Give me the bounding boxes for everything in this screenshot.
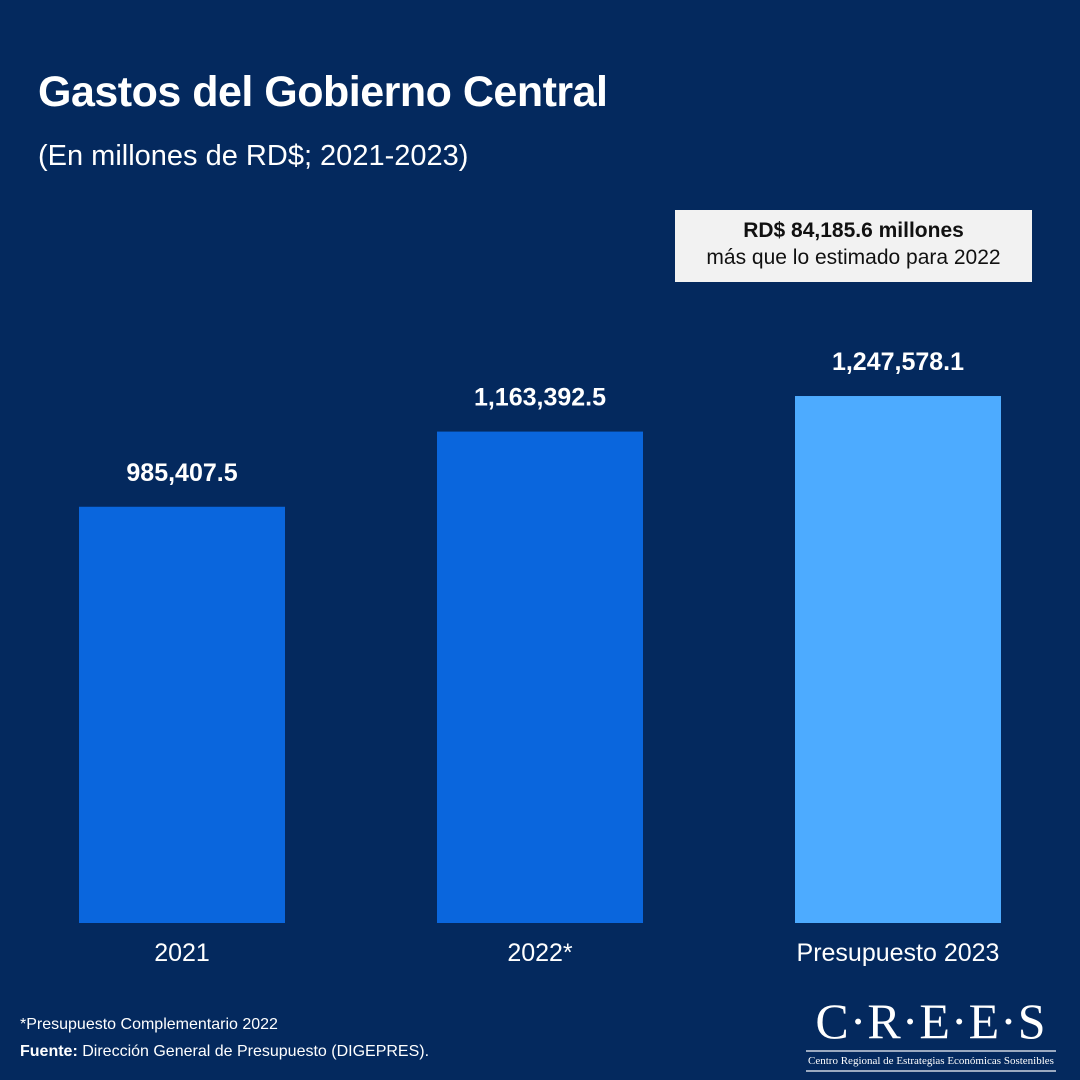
crees-logo: C·R·E·E·S Centro Regional de Estrategias… — [806, 994, 1056, 1072]
annotation-line2: más que lo estimado para 2022 — [706, 246, 1001, 269]
category-label: Presupuesto 2023 — [797, 939, 1000, 967]
data-label: 985,407.5 — [126, 459, 237, 487]
chart-title: Gastos del Gobierno Central — [38, 68, 608, 116]
data-label: 1,163,392.5 — [474, 384, 606, 412]
footnote: *Presupuesto Complementario 2022 — [20, 1016, 278, 1033]
annotation-box: RD$ 84,185.6 millones más que lo estimad… — [675, 210, 1032, 282]
category-label: 2021 — [154, 939, 210, 967]
annotation-line1: RD$ 84,185.6 millones — [743, 219, 964, 242]
logo-tagline: Centro Regional de Estrategias Económica… — [806, 1050, 1056, 1072]
bar-0 — [79, 506, 285, 923]
logo-wordmark: C·R·E·E·S — [815, 993, 1047, 1049]
category-label: 2022* — [507, 939, 573, 967]
bar-2 — [795, 396, 1001, 923]
source-text: Dirección General de Presupuesto (DIGEPR… — [77, 1043, 430, 1060]
bar-1 — [437, 431, 643, 923]
data-label: 1,247,578.1 — [832, 348, 964, 376]
source-line: Fuente: Dirección General de Presupuesto… — [20, 1043, 429, 1061]
chart-subtitle: (En millones de RD$; 2021-2023) — [38, 140, 469, 172]
source-label: Fuente: — [20, 1043, 78, 1060]
